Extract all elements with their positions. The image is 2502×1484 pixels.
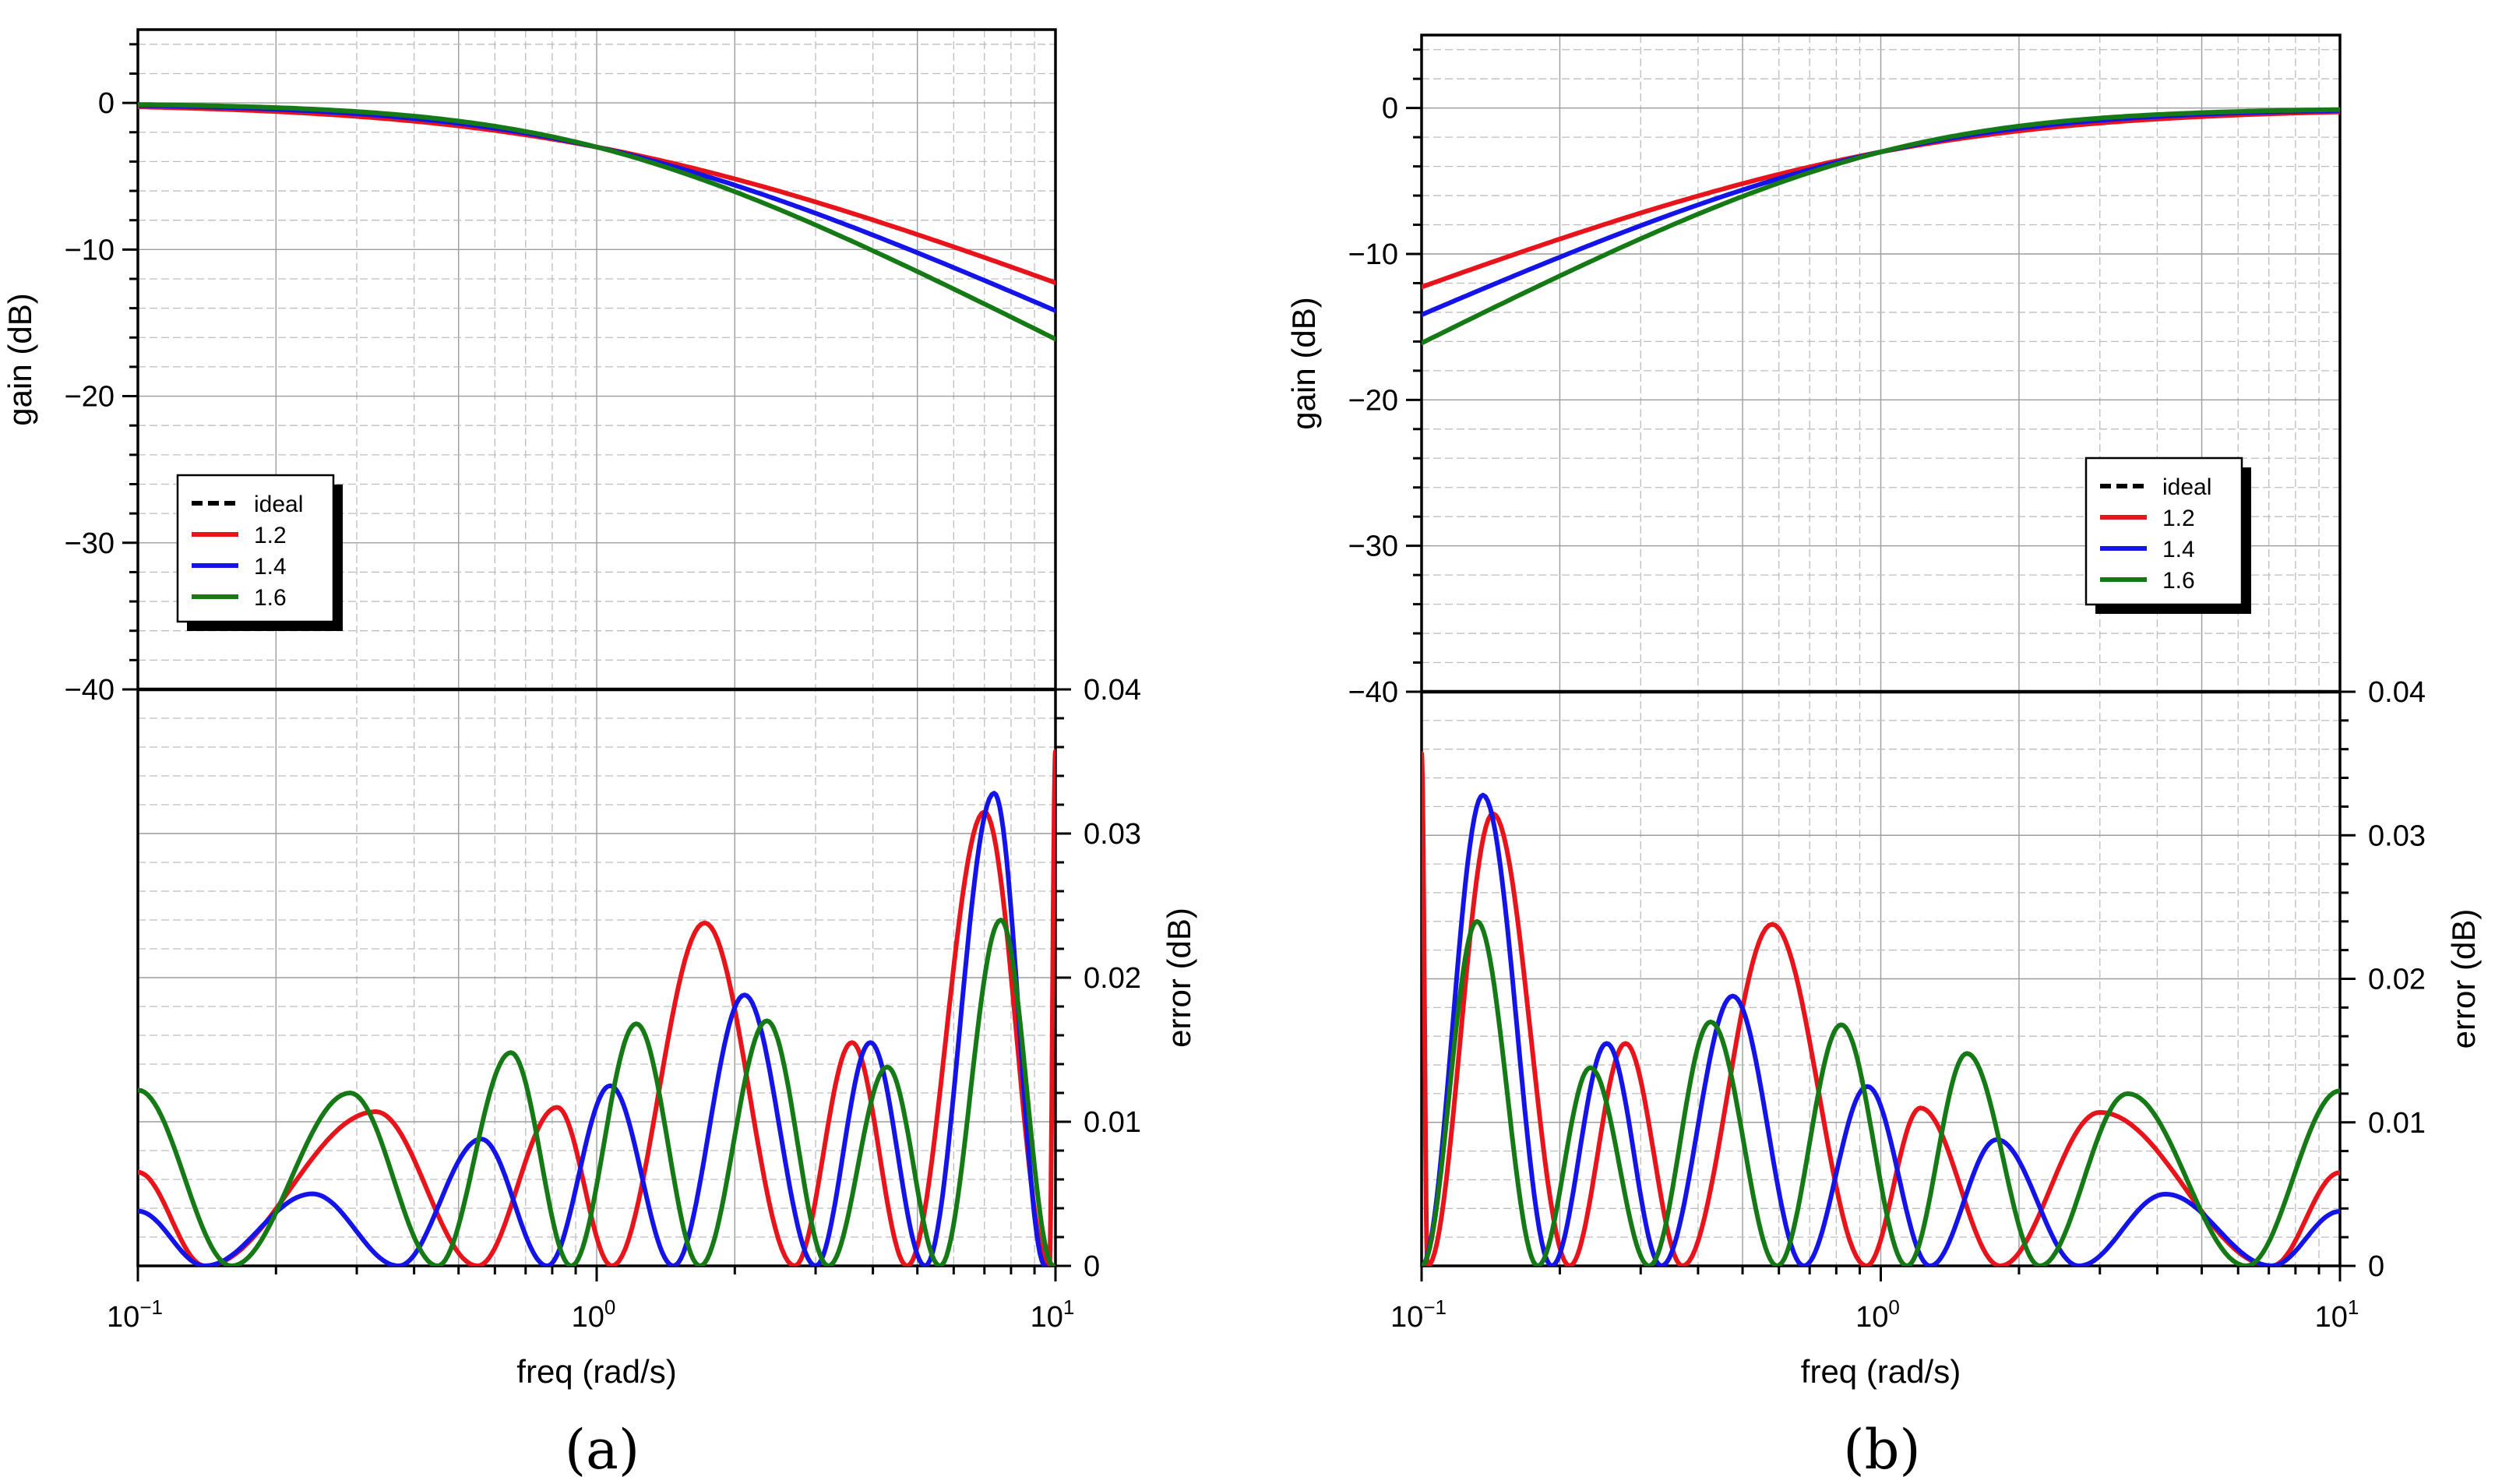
legend-label: ideal xyxy=(2162,474,2211,500)
legend-label: 1.4 xyxy=(254,554,287,580)
error-axis-label: error (dB) xyxy=(2445,909,2482,1049)
panel-label-a: (a) xyxy=(565,1418,640,1482)
x-tick-label: 100 xyxy=(572,1295,616,1334)
legend: ideal 1.2 1.4 1.6 xyxy=(2084,456,2251,614)
gain-y-axis: 0 −10 −20 −30 −40 gain (dB) xyxy=(2,43,138,707)
y-tick-label: 0.02 xyxy=(1084,962,1141,995)
x-tick-label: 10−1 xyxy=(1390,1295,1447,1334)
y-tick-label: −10 xyxy=(1348,238,1398,271)
y-tick-label: 0.01 xyxy=(1084,1106,1141,1139)
legend-label: 1.6 xyxy=(2162,568,2195,594)
y-tick-label: 0 xyxy=(2368,1250,2384,1283)
error-curve-1-4 xyxy=(138,791,1048,1266)
x-axis-label: freq (rad/s) xyxy=(1801,1353,1961,1390)
gain-axis-label: gain (dB) xyxy=(2,293,38,425)
y-tick-label: 0.01 xyxy=(2368,1107,2426,1140)
y-tick-label: −20 xyxy=(1348,384,1398,417)
y-tick-label: 0 xyxy=(98,87,115,120)
error-curves xyxy=(1422,751,2340,1266)
panel-label-b: (b) xyxy=(1843,1418,1920,1482)
legend: ideal 1.2 1.4 1.6 xyxy=(176,474,343,631)
error-curve-1-6 xyxy=(1422,918,2340,1266)
legend-label: 1.4 xyxy=(2162,537,2195,562)
y-tick-label: −10 xyxy=(65,234,115,266)
x-tick-label: 100 xyxy=(1855,1295,1900,1334)
y-tick-label: −30 xyxy=(65,527,115,560)
x-axis: 10−1 100 101 freq (rad/s) xyxy=(1390,1266,2359,1390)
y-tick-label: 0 xyxy=(1084,1250,1100,1283)
grid xyxy=(1422,35,2340,1266)
legend-label: ideal xyxy=(254,492,303,517)
x-axis-label: freq (rad/s) xyxy=(516,1353,676,1390)
y-tick-label: −20 xyxy=(65,381,115,414)
y-tick-label: 0.03 xyxy=(2368,820,2426,852)
error-axis-label: error (dB) xyxy=(1161,908,1197,1048)
y-tick-label: 0.04 xyxy=(2368,676,2426,709)
x-tick-label: 10−1 xyxy=(107,1295,163,1334)
error-curve-1-4 xyxy=(1422,792,2340,1266)
y-tick-label: 0 xyxy=(1382,93,1398,125)
x-tick-label: 101 xyxy=(1031,1295,1075,1334)
y-tick-label: −30 xyxy=(1348,531,1398,563)
legend-label: 1.2 xyxy=(254,523,287,548)
y-tick-label: 0.03 xyxy=(1084,818,1141,851)
grid xyxy=(138,30,1055,1266)
gain-curves xyxy=(1422,107,2340,346)
error-curves xyxy=(138,749,1055,1266)
y-tick-label: 0.02 xyxy=(2368,964,2426,996)
legend-label: 1.6 xyxy=(254,585,287,611)
panel-a: 0 −10 −20 −30 −40 gain (dB) 0 0.01 0.02 0.03 0.04 e… xyxy=(2,28,1197,1390)
x-tick-label: 101 xyxy=(2315,1295,2359,1334)
y-tick-label: −40 xyxy=(1348,676,1398,709)
gain-axis-label: gain (dB) xyxy=(1285,297,1322,429)
y-tick-label: −40 xyxy=(65,674,115,707)
gain-curve-1-6 xyxy=(1422,107,2340,346)
error-y-axis: 0 0.01 0.02 0.03 0.04 error (dB) xyxy=(1055,674,1197,1283)
panel-b: 0 −10 −20 −30 −40 gain (dB) 0 0.01 0.02 0.03 0.04 e… xyxy=(1285,33,2482,1390)
gain-curve-1-6 xyxy=(138,102,1055,342)
error-y-axis: 0 0.01 0.02 0.03 0.04 error (dB) xyxy=(2340,676,2482,1283)
error-curve-1-6 xyxy=(138,918,1055,1266)
legend-label: 1.2 xyxy=(2162,506,2195,531)
x-axis: 10−1 100 101 freq (rad/s) xyxy=(107,1266,1074,1390)
gain-y-axis: 0 −10 −20 −30 −40 gain (dB) xyxy=(1285,48,1422,709)
y-tick-label: 0.04 xyxy=(1084,674,1141,707)
gain-curves xyxy=(138,102,1055,342)
